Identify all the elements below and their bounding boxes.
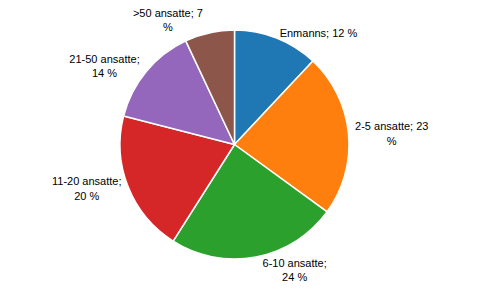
svg-text:11-20 ansatte;20 %: 11-20 ansatte;20 %: [52, 175, 122, 201]
svg-text:>50 ansatte; 7%: >50 ansatte; 7%: [133, 7, 203, 33]
svg-text:6-10 ansatte;24 %: 6-10 ansatte;24 %: [263, 257, 327, 283]
svg-text:21-50 ansatte;14 %: 21-50 ansatte;14 %: [69, 53, 139, 79]
svg-text:Enmanns; 12 %: Enmanns; 12 %: [280, 27, 358, 39]
svg-text:2-5 ansatte; 23%: 2-5 ansatte; 23%: [355, 120, 428, 146]
